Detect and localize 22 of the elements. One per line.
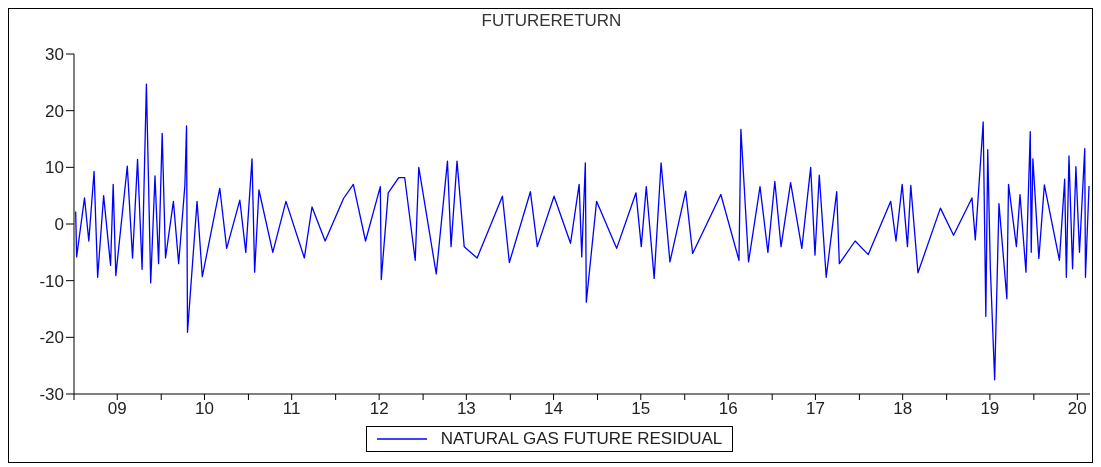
x-tick-label: 18 — [893, 399, 913, 419]
y-tick-label: 20 — [45, 101, 64, 121]
x-tick-label: 20 — [1067, 399, 1087, 419]
line-series — [75, 83, 1090, 381]
y-tick-label: -20 — [39, 328, 64, 348]
x-tick-label: 15 — [631, 399, 651, 419]
x-tick-label: 12 — [369, 399, 389, 419]
y-tick-label: -30 — [39, 385, 64, 405]
y-tick-label: -10 — [39, 271, 64, 291]
x-tick-label: 10 — [195, 399, 214, 419]
y-tick-label: 30 — [45, 45, 64, 65]
y-tick-label: 10 — [45, 158, 64, 178]
legend-label: NATURAL GAS FUTURE RESIDUAL — [440, 429, 723, 449]
x-tick-label: 19 — [980, 399, 1000, 419]
x-tick-label: 16 — [718, 399, 738, 419]
chart-title: FUTURERETURN — [480, 11, 623, 31]
x-tick-label: 17 — [805, 399, 825, 419]
x-tick-label: 09 — [107, 399, 127, 419]
x-tick-label: 13 — [456, 399, 476, 419]
x-tick-label: 11 — [282, 399, 301, 419]
y-tick-label: 0 — [54, 215, 64, 235]
x-tick-label: 14 — [544, 399, 564, 419]
